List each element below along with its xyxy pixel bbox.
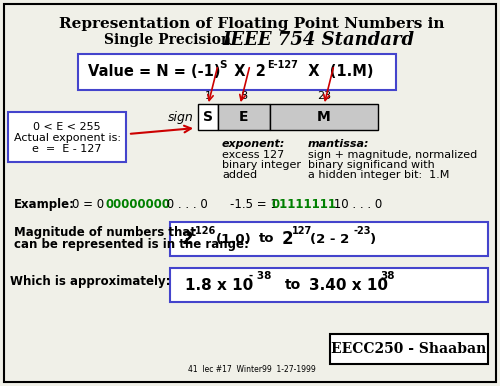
Text: E: E	[240, 110, 249, 124]
Text: added: added	[222, 170, 257, 180]
Text: 38: 38	[380, 271, 394, 281]
Text: Actual exponent is:: Actual exponent is:	[14, 133, 120, 143]
Text: 23: 23	[317, 91, 331, 101]
Text: EECC250 - Shaaban: EECC250 - Shaaban	[332, 342, 486, 356]
Bar	[270, 104, 378, 130]
Text: 41  lec #17  Winter99  1-27-1999: 41 lec #17 Winter99 1-27-1999	[188, 366, 316, 374]
Bar	[330, 334, 488, 364]
Text: binary integer: binary integer	[222, 160, 301, 170]
Text: X  2: X 2	[224, 64, 266, 80]
Text: exponent:: exponent:	[222, 139, 286, 149]
Text: excess 127: excess 127	[222, 150, 284, 160]
Text: (2 - 2: (2 - 2	[310, 232, 349, 245]
Text: 0 < E < 255: 0 < E < 255	[33, 122, 101, 132]
Bar	[8, 112, 126, 162]
Text: can be represented is in the range:: can be represented is in the range:	[14, 238, 249, 251]
Text: (1.0): (1.0)	[216, 232, 252, 245]
Bar	[170, 222, 488, 256]
Text: a hidden integer bit:  1.M: a hidden integer bit: 1.M	[308, 170, 450, 180]
Text: ): )	[370, 232, 376, 245]
Text: S: S	[203, 110, 213, 124]
Text: 01111111: 01111111	[271, 198, 336, 211]
Text: 1: 1	[204, 91, 212, 101]
Text: -126: -126	[192, 226, 216, 236]
Text: 8: 8	[240, 91, 248, 101]
Text: S: S	[219, 60, 226, 70]
Text: 3.40 x 10: 3.40 x 10	[309, 278, 388, 293]
Text: M: M	[317, 110, 331, 124]
Bar	[218, 104, 270, 130]
Text: mantissa:: mantissa:	[308, 139, 370, 149]
Text: to: to	[259, 232, 274, 245]
Text: 2: 2	[282, 230, 294, 248]
Text: E-127: E-127	[267, 60, 298, 70]
Text: 1.8 x 10: 1.8 x 10	[185, 278, 254, 293]
Text: Representation of Floating Point Numbers in: Representation of Floating Point Numbers…	[60, 17, 445, 31]
Text: Example:: Example:	[14, 198, 75, 211]
Text: 0 = 0: 0 = 0	[72, 198, 108, 211]
Text: to: to	[285, 278, 301, 292]
Text: - 38: - 38	[249, 271, 272, 281]
Text: Magnitude of numbers that: Magnitude of numbers that	[14, 226, 196, 239]
Text: e  =  E - 127: e = E - 127	[32, 144, 102, 154]
Text: 2: 2	[182, 230, 194, 248]
Text: 00000000: 00000000	[105, 198, 170, 211]
Text: Single Precision: Single Precision	[104, 33, 232, 47]
Text: Value = N = (-1): Value = N = (-1)	[88, 64, 220, 80]
Text: binary significand with: binary significand with	[308, 160, 435, 170]
Text: IEEE 754 Standard: IEEE 754 Standard	[222, 31, 414, 49]
Text: X  (1.M): X (1.M)	[298, 64, 374, 80]
Text: 0 . . . 0: 0 . . . 0	[163, 198, 208, 211]
Bar	[78, 54, 396, 90]
Bar	[198, 104, 218, 130]
Text: Which is approximately:: Which is approximately:	[10, 275, 170, 288]
Text: -1.5 = 1: -1.5 = 1	[230, 198, 281, 211]
Text: sign: sign	[168, 110, 194, 124]
Text: sign + magnitude, normalized: sign + magnitude, normalized	[308, 150, 477, 160]
Bar	[170, 268, 488, 302]
Text: 10 . . . 0: 10 . . . 0	[330, 198, 382, 211]
Text: 127: 127	[292, 226, 312, 236]
Text: -23: -23	[354, 226, 372, 236]
